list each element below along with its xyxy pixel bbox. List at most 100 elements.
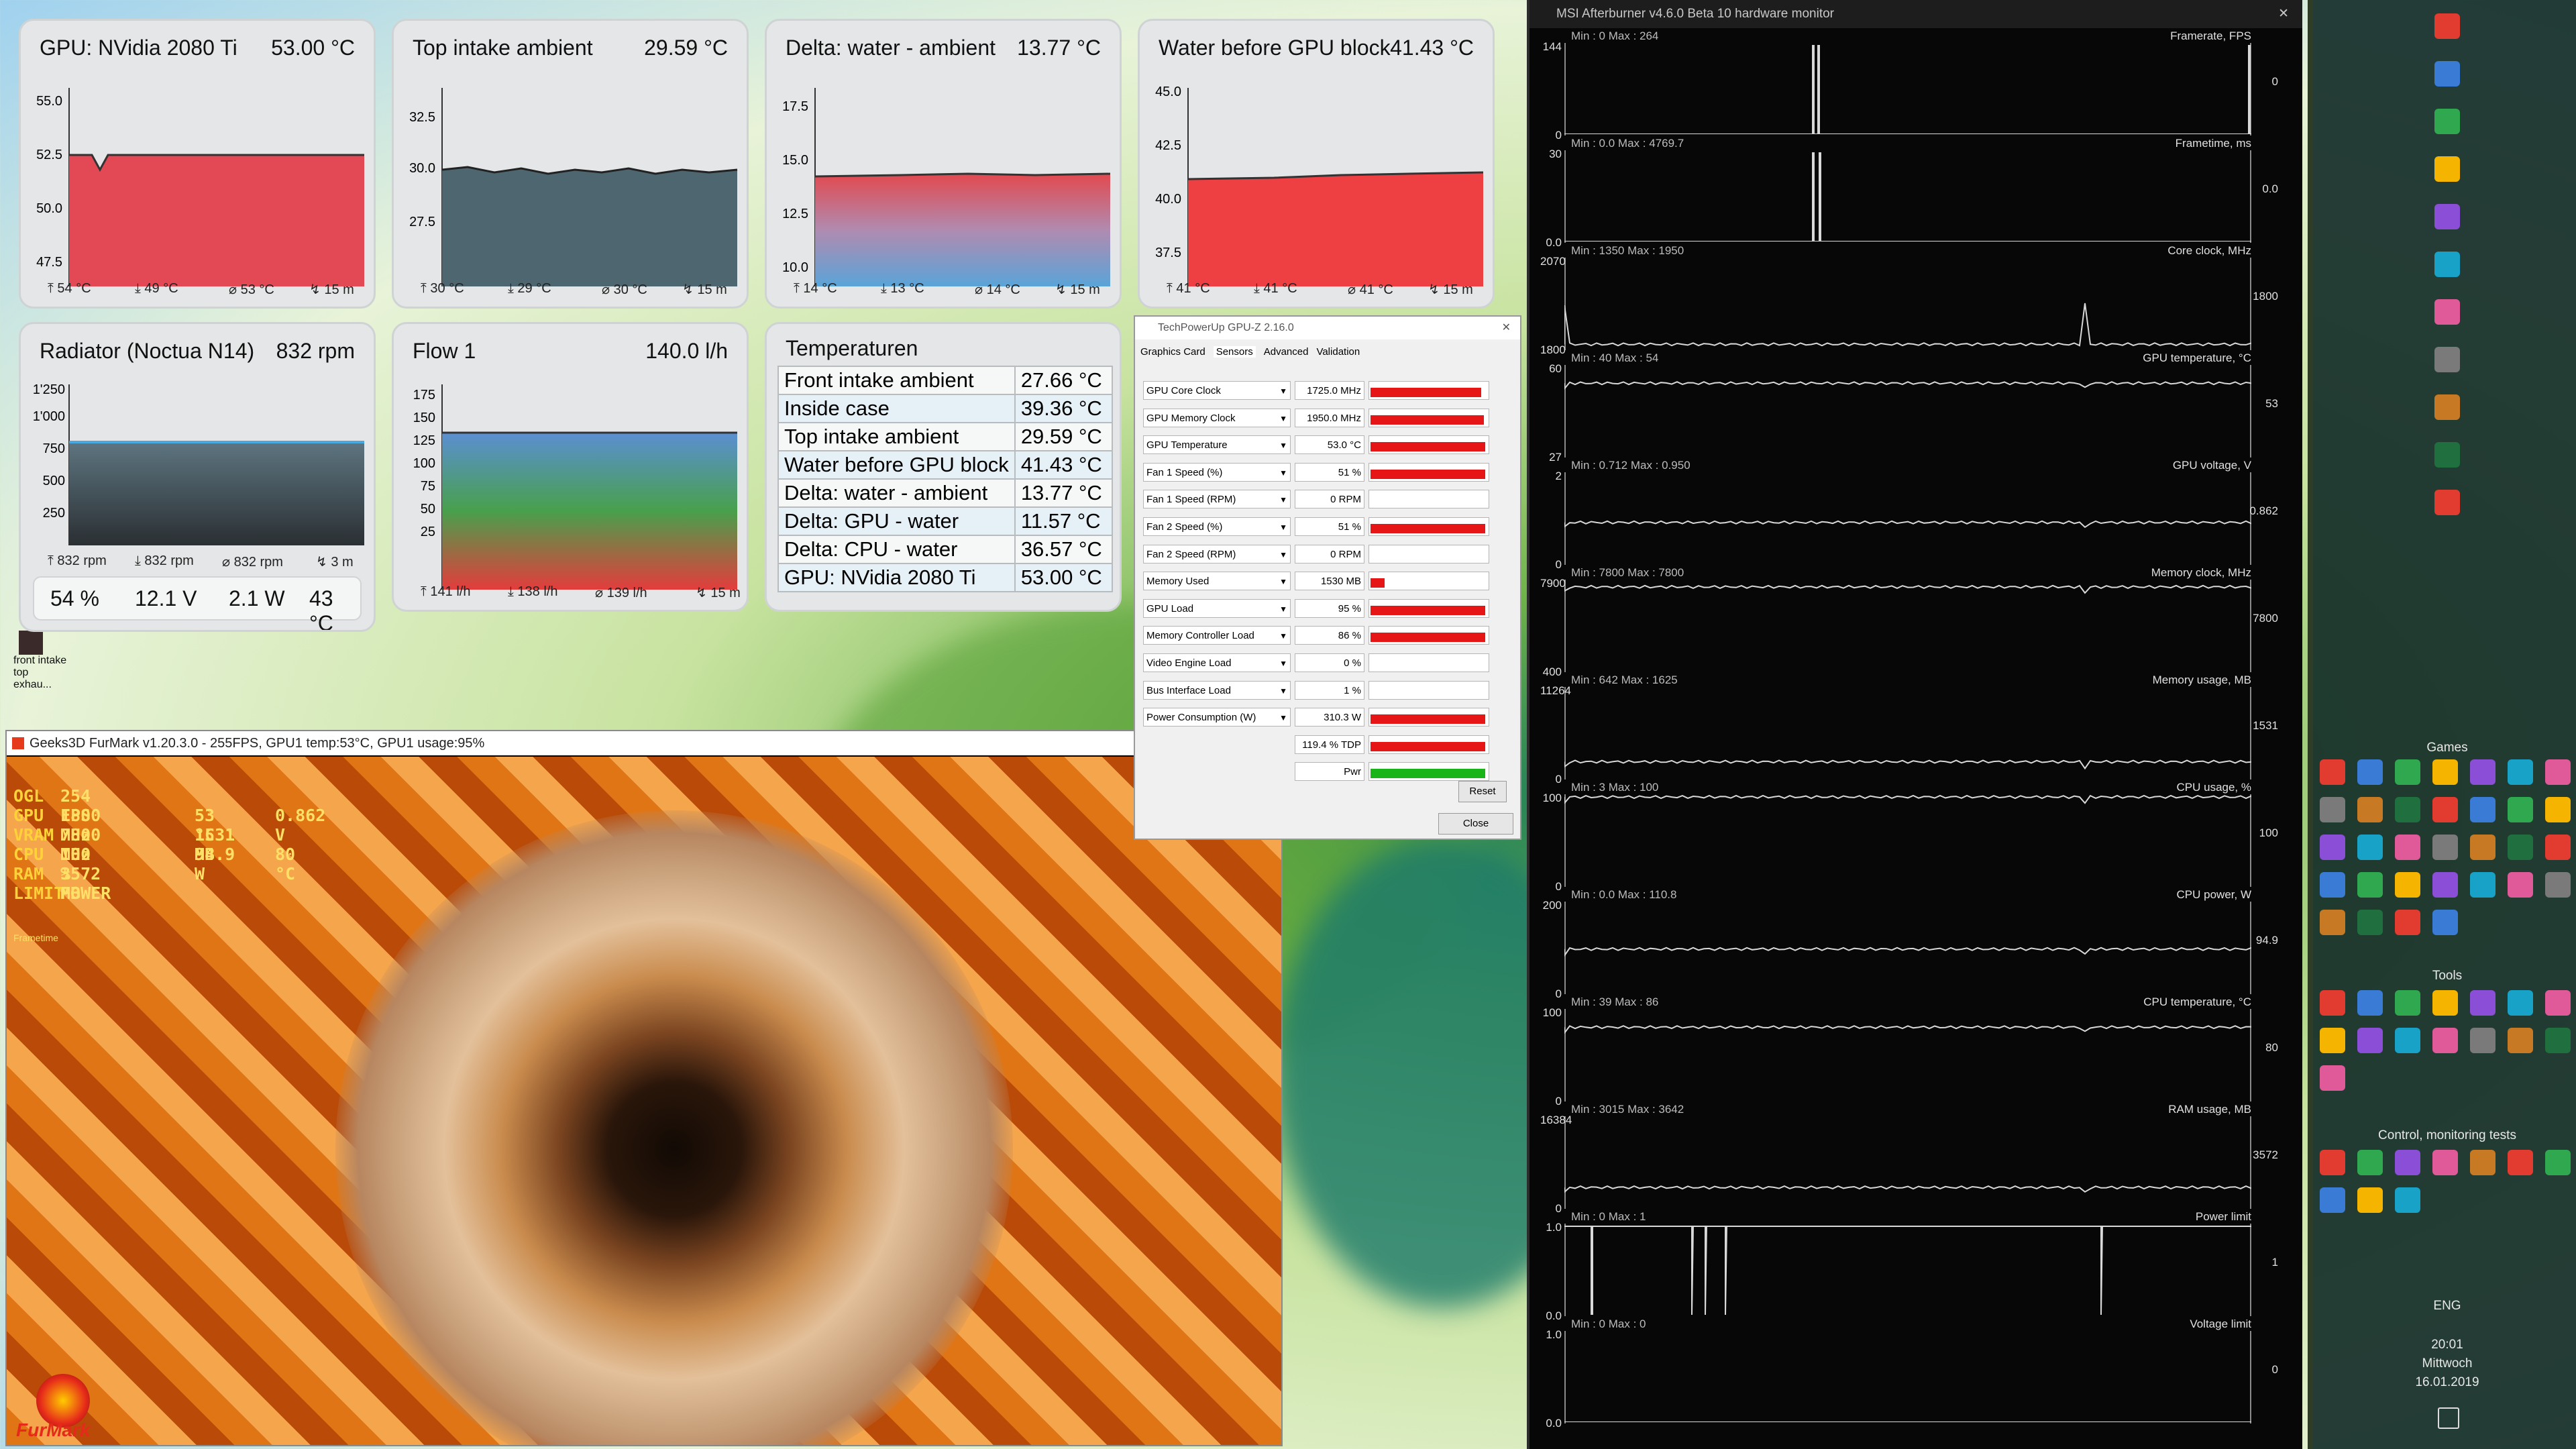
sensor-name[interactable]: Bus Interface Load (1143, 680, 1291, 700)
sensor-row[interactable]: GPU Core Clock1725.0 MHz (1143, 378, 1505, 401)
gpuz-window[interactable]: TechPowerUp GPU-Z 2.16.0 ✕ Graphics Card… (1134, 315, 1521, 840)
furmark-titlebar[interactable]: Geeks3D FurMark v1.20.3.0 - 255FPS, GPU1… (7, 731, 1281, 755)
sensor-row[interactable]: 119.4 % TDP (1143, 733, 1505, 755)
monitor-tool-icon[interactable] (2470, 1150, 2496, 1175)
game-icon[interactable] (2320, 759, 2345, 785)
monitor-tool-icon[interactable] (2395, 1150, 2420, 1175)
game-icon[interactable] (2357, 797, 2383, 822)
reset-button[interactable]: Reset (1458, 781, 1507, 802)
game-icon[interactable] (2395, 759, 2420, 785)
gpu-temp-widget[interactable]: GPU: NVidia 2080 Ti 53.00 °C 55.0 52.5 5… (19, 19, 376, 309)
sensor-row[interactable]: Pwr (1143, 759, 1505, 782)
afterburner-monitor-window[interactable]: MSI Afterburner v4.6.0 Beta 10 hardware … (1527, 0, 2302, 1449)
sensor-row[interactable]: Fan 1 Speed (%)51 % (1143, 460, 1505, 483)
game-icon[interactable] (2508, 797, 2533, 822)
monitor-graph[interactable]: Min : 0 Max : 0 Voltage limit 1.0 0.0 0 (1546, 1318, 2278, 1430)
monitor-graph[interactable]: Min : 3015 Max : 3642 RAM usage, MB 16384 0… (1540, 1103, 2278, 1215)
monitor-graph[interactable]: Min : 40 Max : 54 GPU temperature, °C 60 27… (1549, 352, 2278, 464)
game-icon[interactable] (2357, 759, 2383, 785)
sensor-name[interactable]: Fan 2 Speed (RPM) (1143, 544, 1291, 564)
tab-sensors[interactable]: Sensors (1213, 346, 1256, 358)
monitor-tool-icon[interactable] (2320, 1187, 2345, 1213)
game-icon[interactable] (2470, 797, 2496, 822)
notification-icon[interactable] (2438, 1407, 2459, 1429)
monitor-graph[interactable]: Min : 642 Max : 1625 Memory usage, MB 1126… (1540, 674, 2278, 786)
game-icon[interactable] (2545, 759, 2571, 785)
game-icon[interactable] (2357, 910, 2383, 935)
tool-icon[interactable] (2545, 1028, 2571, 1053)
radiator-fan-widget[interactable]: Radiator (Noctua N14) 832 rpm 1'250 1'00… (19, 322, 376, 632)
sensor-row[interactable]: GPU Temperature53.0 °C (1143, 433, 1505, 455)
sensor-row[interactable]: GPU Load95 % (1143, 596, 1505, 619)
monitor-graph[interactable]: Min : 0.712 Max : 0.950 GPU voltage, V 2 0 0… (1556, 459, 2278, 571)
sensor-row[interactable]: Bus Interface Load1 % (1143, 678, 1505, 701)
game-icon[interactable] (2545, 797, 2571, 822)
monitor-graph[interactable]: Min : 0 Max : 1 Power limit 1.0 0.0 1 (1546, 1210, 2278, 1322)
game-icon[interactable] (2545, 872, 2571, 898)
pinned-app-icon[interactable] (2434, 299, 2460, 325)
game-icon[interactable] (2470, 872, 2496, 898)
tool-icon[interactable] (2432, 990, 2458, 1016)
sensor-row[interactable]: Fan 2 Speed (RPM)0 RPM (1143, 542, 1505, 565)
sensor-row[interactable]: Power Consumption (W)310.3 W (1143, 705, 1505, 728)
clock-time[interactable]: 20:01 (2431, 1338, 2463, 1352)
tool-icon[interactable] (2508, 990, 2533, 1016)
flow-widget[interactable]: Flow 1 140.0 l/h 175 150 125 100 75 50 2… (392, 322, 749, 612)
monitor-graph[interactable]: Min : 0.0 Max : 110.8 CPU power, W 200 0 94.… (1543, 888, 2278, 1000)
tool-icon[interactable] (2320, 990, 2345, 1016)
sensor-name[interactable]: Memory Used (1143, 572, 1291, 591)
pinned-app-icon[interactable] (2434, 156, 2460, 182)
tool-icon[interactable] (2545, 990, 2571, 1016)
monitor-tool-icon[interactable] (2545, 1150, 2571, 1175)
game-icon[interactable] (2470, 835, 2496, 860)
game-icon[interactable] (2320, 872, 2345, 898)
water-before-gpu-widget[interactable]: Water before GPU block 41.43 °C 45.0 42.… (1138, 19, 1495, 309)
tool-icon[interactable] (2357, 1028, 2383, 1053)
desktop-shortcut-icon[interactable]: front intake top exhau... (13, 631, 67, 691)
pinned-app-icon[interactable] (2434, 109, 2460, 134)
game-icon[interactable] (2508, 759, 2533, 785)
sensor-name[interactable]: GPU Memory Clock (1143, 408, 1291, 428)
game-icon[interactable] (2508, 835, 2533, 860)
monitor-graph[interactable]: Min : 0 Max : 264 Framerate, FPS 144 0 0 (1543, 30, 2278, 142)
close-button[interactable]: Close (1438, 813, 1513, 835)
tool-icon[interactable] (2508, 1028, 2533, 1053)
tool-icon[interactable] (2470, 990, 2496, 1016)
temperatures-table-widget[interactable]: Temperaturen Front intake ambient 27.66 °… (765, 322, 1122, 612)
close-icon[interactable]: ✕ (1501, 322, 1511, 333)
sensor-row[interactable]: Fan 1 Speed (RPM)0 RPM (1143, 487, 1505, 510)
pinned-app-icon[interactable] (2434, 61, 2460, 87)
delta-water-ambient-widget[interactable]: Delta: water - ambient 13.77 °C 17.5 15.… (765, 19, 1122, 309)
game-icon[interactable] (2320, 835, 2345, 860)
game-icon[interactable] (2320, 797, 2345, 822)
pinned-app-icon[interactable] (2434, 347, 2460, 372)
monitor-tool-icon[interactable] (2395, 1187, 2420, 1213)
monitor-tool-icon[interactable] (2508, 1150, 2533, 1175)
monitor-tool-icon[interactable] (2432, 1150, 2458, 1175)
gpuz-titlebar[interactable]: TechPowerUp GPU-Z 2.16.0 ✕ (1135, 317, 1520, 339)
sensor-name[interactable]: Power Consumption (W) (1143, 708, 1291, 727)
game-icon[interactable] (2320, 910, 2345, 935)
sensor-name[interactable]: Memory Controller Load (1143, 626, 1291, 645)
pinned-app-icon[interactable] (2434, 442, 2460, 468)
sensor-row[interactable]: Video Engine Load0 % (1143, 651, 1505, 674)
sensor-name[interactable]: GPU Load (1143, 598, 1291, 619)
monitor-graph[interactable]: Min : 1350 Max : 1950 Core clock, MHz 2070… (1540, 244, 2278, 356)
game-icon[interactable] (2508, 872, 2533, 898)
sensor-name[interactable]: GPU Core Clock (1143, 381, 1291, 400)
game-icon[interactable] (2432, 835, 2458, 860)
tool-icon[interactable] (2395, 1028, 2420, 1053)
monitor-graph[interactable]: Min : 7800 Max : 7800 Memory clock, MHz 79… (1540, 566, 2278, 678)
monitor-tool-icon[interactable] (2357, 1187, 2383, 1213)
monitor-tool-icon[interactable] (2320, 1150, 2345, 1175)
pinned-app-icon[interactable] (2434, 252, 2460, 277)
sensor-name[interactable]: Video Engine Load (1143, 653, 1291, 673)
game-icon[interactable] (2395, 910, 2420, 935)
tool-icon[interactable] (2395, 990, 2420, 1016)
afterburner-titlebar[interactable]: MSI Afterburner v4.6.0 Beta 10 hardware … (1529, 0, 2302, 28)
tool-icon[interactable] (2320, 1065, 2345, 1091)
game-icon[interactable] (2395, 835, 2420, 860)
close-icon[interactable]: ✕ (2278, 7, 2289, 21)
game-icon[interactable] (2432, 797, 2458, 822)
sensor-row[interactable]: Memory Controller Load86 % (1143, 623, 1505, 646)
